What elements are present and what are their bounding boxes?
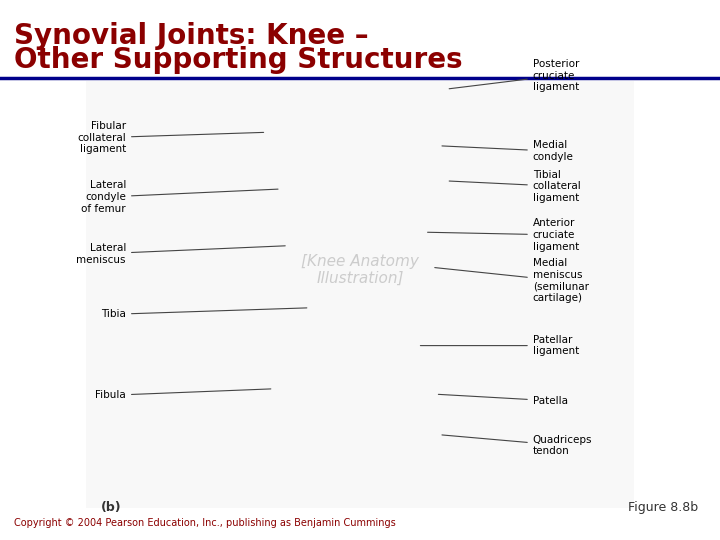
Text: Medial
meniscus
(semilunar
cartilage): Medial meniscus (semilunar cartilage) [435,259,589,303]
Text: (b): (b) [102,501,122,514]
Text: Quadriceps
tendon: Quadriceps tendon [442,435,593,456]
Text: Patellar
ligament: Patellar ligament [420,335,579,356]
Text: Copyright © 2004 Pearson Education, Inc., publishing as Benjamin Cummings: Copyright © 2004 Pearson Education, Inc.… [14,518,396,528]
Text: Synovial Joints: Knee –: Synovial Joints: Knee – [14,22,369,50]
Text: Figure 8.8b: Figure 8.8b [629,501,698,514]
Text: Lateral
condyle
of femur: Lateral condyle of femur [81,180,278,214]
Text: Anterior
cruciate
ligament: Anterior cruciate ligament [428,218,579,252]
FancyBboxPatch shape [86,81,634,508]
Text: Lateral
meniscus: Lateral meniscus [76,243,285,265]
Text: Fibula: Fibula [95,389,271,400]
Text: Other Supporting Structures: Other Supporting Structures [14,46,463,74]
Text: Fibular
collateral
ligament: Fibular collateral ligament [77,121,264,154]
Text: Tibia: Tibia [101,308,307,319]
Text: Medial
condyle: Medial condyle [442,140,574,162]
Text: Tibial
collateral
ligament: Tibial collateral ligament [449,170,582,203]
Text: Posterior
cruciate
ligament: Posterior cruciate ligament [449,59,579,92]
Text: [Knee Anatomy
Illustration]: [Knee Anatomy Illustration] [301,254,419,286]
Text: Patella: Patella [438,394,568,406]
